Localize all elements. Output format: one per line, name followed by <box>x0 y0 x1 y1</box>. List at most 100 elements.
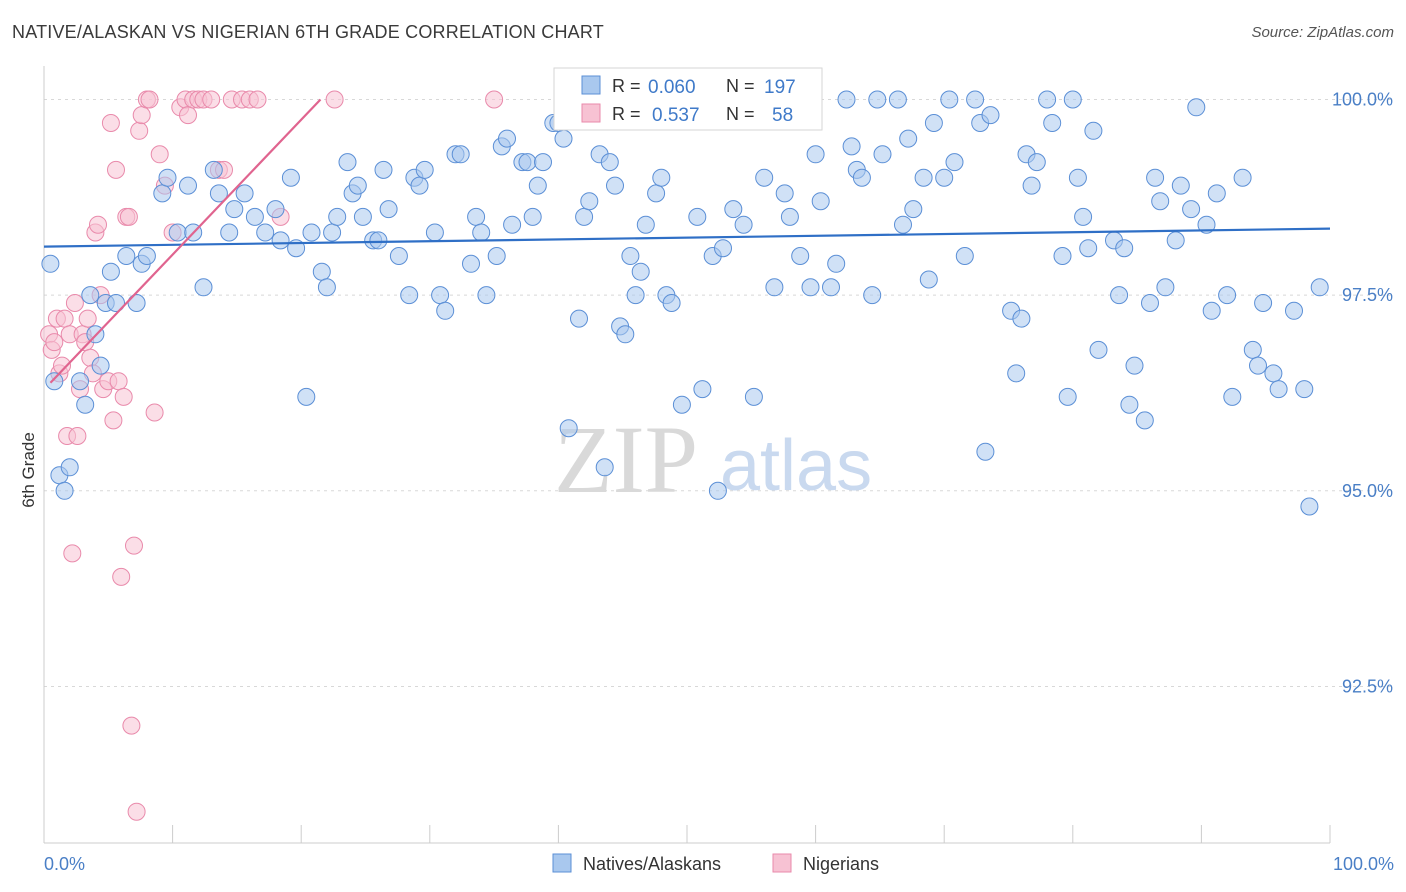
natives-point-61 <box>477 286 496 305</box>
legend-swatch-nigerians <box>772 853 792 873</box>
nigerians-point-33 <box>127 802 146 821</box>
natives-point-156 <box>1135 411 1154 430</box>
nigerians-point-9 <box>63 544 82 563</box>
x-tick-label-min: 0.0% <box>44 854 85 874</box>
natives-point-172 <box>1249 356 1267 375</box>
nigerians-point-37 <box>140 90 159 109</box>
nigerians-point-31 <box>122 716 141 735</box>
natives-point-174 <box>1264 364 1283 383</box>
natives-point-25 <box>220 223 239 242</box>
nigerians-point-5 <box>53 356 71 375</box>
natives-point-49 <box>400 286 419 305</box>
axes <box>43 66 1331 844</box>
natives-point-160 <box>1156 278 1175 297</box>
nigerians-point-30 <box>119 207 138 226</box>
natives-point-4 <box>60 458 79 477</box>
natives-point-154 <box>1120 395 1139 414</box>
y-tick-label-3: 92.5% <box>1342 676 1393 696</box>
natives-point-113 <box>837 90 856 109</box>
natives-point-23 <box>204 160 223 179</box>
chart-title: NATIVE/ALASKAN VS NIGERIAN 6TH GRADE COR… <box>12 22 604 42</box>
nigerians-point-32 <box>125 536 143 555</box>
natives-point-99 <box>724 200 743 219</box>
natives-point-98 <box>714 239 732 258</box>
natives-point-120 <box>888 90 907 109</box>
natives-point-141 <box>1038 90 1057 109</box>
nigerians-point-44 <box>179 106 197 125</box>
nigerians-point-25 <box>107 160 125 179</box>
natives-point-166 <box>1202 301 1221 320</box>
natives-point-88 <box>647 184 666 203</box>
natives-point-109 <box>806 145 825 164</box>
nigerians-point-54 <box>248 90 267 109</box>
natives-point-43 <box>353 207 372 226</box>
natives-point-119 <box>873 145 892 164</box>
natives-point-64 <box>498 129 516 148</box>
natives-point-171 <box>1243 340 1262 359</box>
natives-point-52 <box>415 160 434 179</box>
natives-point-134 <box>981 106 1000 125</box>
natives-point-51 <box>410 176 429 195</box>
natives-point-150 <box>1089 340 1108 359</box>
natives-point-5 <box>71 372 89 391</box>
natives-point-39 <box>328 207 347 226</box>
natives-point-153 <box>1115 239 1134 258</box>
natives-point-29 <box>256 223 275 242</box>
natives-point-123 <box>904 200 923 219</box>
natives-point-6 <box>76 395 95 414</box>
natives-point-124 <box>914 168 933 187</box>
natives-point-144 <box>1058 387 1077 406</box>
natives-point-116 <box>852 168 871 187</box>
natives-point-46 <box>374 160 393 179</box>
natives-point-158 <box>1146 168 1165 187</box>
natives-point-80 <box>600 153 619 172</box>
natives-point-3 <box>55 481 74 500</box>
natives-point-11 <box>101 262 120 281</box>
natives-point-85 <box>626 286 645 305</box>
natives-point-34 <box>297 387 316 406</box>
nigerians-point-24 <box>104 411 123 430</box>
natives-point-28 <box>245 207 264 226</box>
natives-point-22 <box>194 278 213 297</box>
natives-point-68 <box>523 207 542 226</box>
nigerians-point-48 <box>202 90 221 109</box>
natives-point-17 <box>153 184 172 203</box>
natives-point-167 <box>1207 184 1226 203</box>
legend-label-natives: Natives/Alaskans <box>583 854 721 874</box>
natives-point-147 <box>1074 207 1093 226</box>
nigerians-point-27 <box>112 567 131 586</box>
natives-point-128 <box>940 90 959 109</box>
y-tick-labels: 100.0% 97.5% 95.0% 92.5% <box>1332 89 1393 696</box>
natives-point-14 <box>127 294 146 312</box>
natives-point-136 <box>1007 364 1026 383</box>
nigerians-point-6 <box>55 309 74 328</box>
natives-point-87 <box>636 215 655 234</box>
natives-point-145 <box>1063 90 1082 109</box>
natives-point-79 <box>595 458 614 477</box>
nigerians-point-11 <box>68 427 87 445</box>
stats-swatch-natives <box>581 75 601 95</box>
natives-point-19 <box>168 223 187 242</box>
natives-point-101 <box>744 387 763 406</box>
natives-point-95 <box>693 380 712 399</box>
nigerians-point-39 <box>150 145 169 164</box>
natives-point-176 <box>1285 301 1303 320</box>
natives-point-53 <box>425 223 444 242</box>
natives-point-149 <box>1084 121 1103 140</box>
nigerians-point-35 <box>132 106 151 125</box>
nigerians-point-15 <box>78 309 97 328</box>
source-label: Source: ZipAtlas.com <box>1251 24 1394 41</box>
nigerians-point-26 <box>109 372 128 391</box>
bottom-legend: Natives/Alaskans Nigerians <box>552 853 879 874</box>
nigerians-point-38 <box>145 403 164 422</box>
natives-point-129 <box>945 153 964 172</box>
natives-point-143 <box>1053 247 1072 265</box>
natives-point-164 <box>1187 98 1206 117</box>
natives-point-170 <box>1233 168 1252 187</box>
natives-point-13 <box>117 247 136 265</box>
trend-lines <box>43 98 1331 384</box>
natives-point-165 <box>1197 215 1216 234</box>
natives-point-9 <box>91 356 110 375</box>
natives-point-45 <box>369 231 388 250</box>
